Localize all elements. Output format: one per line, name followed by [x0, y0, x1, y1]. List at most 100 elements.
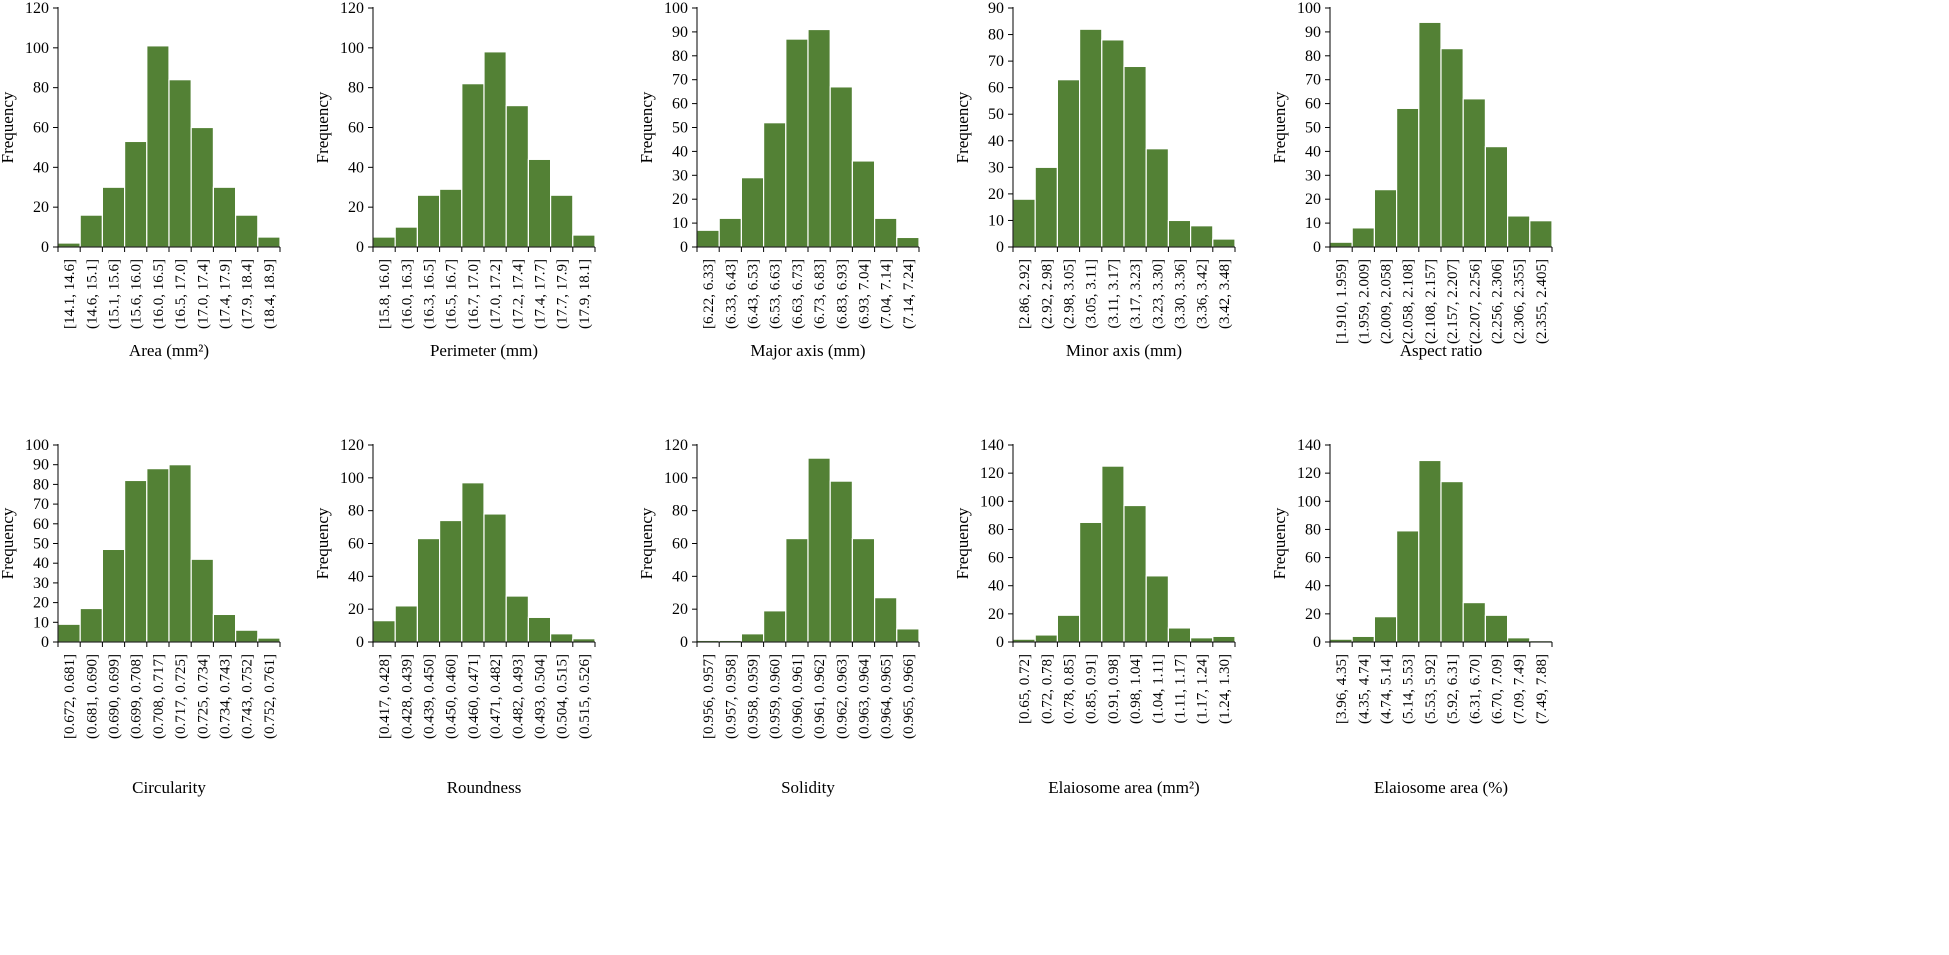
x-category-label: (2.157, 2.207]	[1445, 259, 1461, 344]
histogram-bar	[257, 236, 281, 248]
y-tick-label: 50	[1305, 120, 1321, 137]
y-tick-label: 20	[988, 606, 1004, 623]
histogram-bar	[527, 158, 552, 248]
x-category-label: (6.73, 6.83]	[812, 259, 828, 329]
y-tick-label: 10	[672, 215, 688, 232]
histogram-bar	[505, 595, 530, 643]
x-category-label: (6.83, 6.93]	[834, 259, 850, 329]
y-axis-title: Frequency	[953, 91, 972, 163]
x-category-label: (16.0, 16.5]	[151, 259, 167, 329]
y-tick-label: 40	[348, 568, 364, 585]
y-tick-label: 80	[988, 27, 1004, 44]
histogram-panel-3: 0 10 20 30 40 50 60 70 80 90 100 [6.22, 6.33] (6.33,…	[637, 0, 920, 360]
y-tick-label: 80	[988, 521, 1004, 538]
x-category-label: (17.2, 17.4]	[510, 259, 526, 329]
histogram-bar	[439, 519, 463, 643]
histogram-bar	[785, 537, 809, 643]
x-axis-title: Major axis (mm)	[750, 341, 865, 360]
y-tick-label: 80	[1305, 521, 1321, 538]
histogram-bar	[1506, 637, 1531, 643]
y-tick-label: 70	[1305, 72, 1321, 89]
histogram-bar	[1418, 21, 1442, 248]
histogram-panel-6: 0 10 20 30 40 50 60 70 80 90 100 [0.672, 0.681] (0.6…	[0, 437, 281, 797]
x-category-label: (0.734, 0.743]	[218, 654, 234, 739]
x-category-label: (2.98, 3.05]	[1062, 259, 1078, 329]
x-category-label: (0.439, 0.450]	[422, 654, 438, 739]
x-category-label: (0.450, 0.460]	[444, 654, 460, 739]
y-tick-label: 50	[33, 536, 49, 553]
histogram-bar	[1056, 79, 1081, 248]
y-tick-label: 100	[1297, 0, 1321, 17]
y-tick-label: 40	[33, 159, 49, 176]
histogram-bar	[101, 548, 126, 643]
histogram-bar	[212, 613, 237, 643]
x-category-label: (2.207, 2.256]	[1467, 259, 1483, 344]
x-category-label: [0.65, 0.72]	[1017, 654, 1033, 724]
x-axis-title: Elaiosome area (mm²)	[1048, 778, 1199, 797]
y-tick-label: 100	[664, 470, 688, 487]
y-tick-label: 100	[25, 437, 49, 454]
y-tick-label: 10	[988, 212, 1004, 229]
histogram-bar	[416, 537, 441, 643]
histogram-bar	[1078, 521, 1103, 643]
x-axis-title: Roundness	[447, 778, 522, 797]
x-category-label: (3.11, 3.17]	[1106, 259, 1122, 328]
y-tick-label: 0	[1313, 634, 1321, 651]
y-tick-label: 20	[672, 191, 688, 208]
x-axis-title: Aspect ratio	[1400, 341, 1483, 360]
x-category-label: [3.96, 4.35]	[1334, 654, 1350, 724]
x-axis-title: Solidity	[781, 778, 835, 797]
histogram-bar	[57, 242, 81, 248]
x-category-label: (3.17, 3.23]	[1128, 259, 1144, 329]
x-category-label: (17.9, 18.4]	[240, 259, 256, 329]
histogram-bar	[829, 86, 854, 248]
y-axis-title: Frequency	[1270, 91, 1289, 163]
histogram-bar	[1212, 635, 1236, 643]
y-tick-label: 10	[33, 614, 49, 631]
x-category-label: (5.14, 5.53]	[1401, 654, 1417, 724]
y-tick-label: 20	[988, 186, 1004, 203]
y-tick-label: 100	[340, 470, 364, 487]
x-category-label: (7.49, 7.88]	[1534, 654, 1550, 724]
y-tick-label: 90	[1305, 24, 1321, 41]
histogram-bar	[718, 217, 743, 248]
y-tick-label: 100	[25, 40, 49, 57]
x-category-label: (1.17, 1.24]	[1195, 654, 1211, 724]
x-category-label: [2.86, 2.92]	[1017, 259, 1033, 329]
y-axis-title: Frequency	[1270, 507, 1289, 579]
y-tick-label: 0	[1313, 239, 1321, 256]
x-category-label: [0.956, 0.957]	[701, 654, 717, 739]
histogram-bar	[873, 597, 898, 643]
histogram-bar	[1189, 225, 1214, 248]
x-category-label: (7.14, 7.24]	[901, 259, 917, 329]
y-tick-label: 40	[33, 555, 49, 572]
y-tick-label: 10	[1305, 215, 1321, 232]
x-category-label: (16.5, 17.0]	[173, 259, 189, 329]
histogram-bar	[740, 177, 765, 248]
y-tick-label: 40	[672, 568, 688, 585]
histogram-bar	[101, 186, 126, 248]
y-axis-title: Frequency	[637, 507, 656, 579]
y-tick-label: 0	[356, 634, 364, 651]
histogram-bar	[394, 226, 419, 248]
y-tick-label: 140	[1297, 437, 1321, 454]
histogram-bar	[785, 38, 809, 248]
y-tick-label: 100	[664, 0, 688, 17]
histogram-bar	[168, 464, 192, 643]
x-category-label: (7.09, 7.49]	[1512, 654, 1528, 724]
y-tick-label: 120	[340, 0, 364, 17]
y-tick-label: 60	[33, 120, 49, 137]
y-tick-label: 60	[988, 80, 1004, 97]
histogram-bar	[146, 468, 170, 643]
histogram-panel-2: 0 20 40 60 80 100 120 [15.8, 16.0] (16.0, 16.3] (…	[313, 0, 596, 360]
x-category-label: (16.7, 17.0]	[466, 259, 482, 329]
y-tick-label: 90	[988, 0, 1004, 17]
x-category-label: (15.6, 16.0]	[129, 259, 145, 329]
y-tick-label: 80	[1305, 48, 1321, 65]
histogram-bar	[123, 140, 148, 248]
y-tick-label: 0	[996, 634, 1004, 651]
y-tick-label: 40	[988, 133, 1004, 150]
y-tick-label: 100	[1297, 493, 1321, 510]
y-tick-label: 30	[988, 159, 1004, 176]
